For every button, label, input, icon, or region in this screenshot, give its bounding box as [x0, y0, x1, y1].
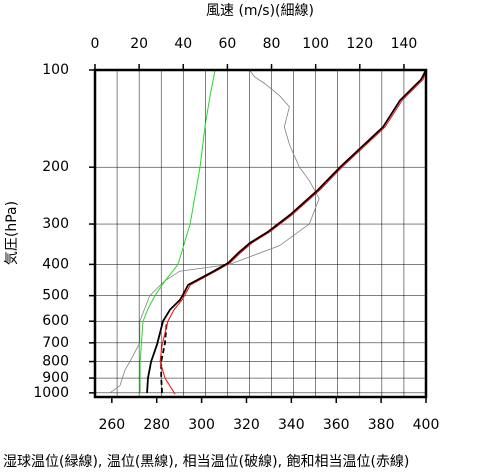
- x2-tick-label: 0: [91, 36, 100, 52]
- y-tick-label: 500: [42, 288, 69, 304]
- x2-tick-label: 40: [174, 36, 192, 52]
- y-tick-label: 600: [42, 313, 69, 329]
- series-line: [109, 70, 320, 394]
- y-tick-label: 200: [42, 159, 69, 175]
- y-tick-label: 1000: [33, 385, 69, 401]
- x2-tick-label: 80: [263, 36, 281, 52]
- x-tick-label: 280: [143, 417, 170, 433]
- x2-tick-label: 20: [130, 36, 148, 52]
- y-axis-label: 気圧(hPa): [4, 201, 20, 265]
- series-line: [139, 70, 216, 393]
- y-tick-label: 800: [42, 354, 69, 370]
- x2-tick-label: 120: [346, 36, 373, 52]
- x2-tick-label: 140: [391, 36, 418, 52]
- x-tick-label: 260: [98, 417, 125, 433]
- series-line: [146, 70, 426, 393]
- y-tick-label: 300: [42, 216, 69, 232]
- plot-frame: [93, 68, 428, 399]
- series-line: [160, 321, 168, 393]
- x-tick-label: 320: [233, 417, 260, 433]
- series-line: [159, 70, 426, 395]
- y-tick-label: 100: [42, 62, 69, 78]
- x2-tick-label: 100: [302, 36, 329, 52]
- x-tick-label: 400: [413, 417, 440, 433]
- y-tick-label: 700: [42, 335, 69, 351]
- x2-tick-label: 60: [218, 36, 236, 52]
- x-tick-label: 340: [278, 417, 305, 433]
- x-tick-label: 300: [188, 417, 215, 433]
- y-tick-label: 900: [42, 370, 69, 386]
- x-tick-label: 360: [323, 417, 350, 433]
- chart-title: 風速 (m/s)(細線): [206, 3, 314, 19]
- y-tick-label: 400: [42, 256, 69, 272]
- caption: 湿球温位(緑線), 温位(黒線), 相当温位(破線), 飽和相当温位(赤線): [3, 453, 409, 470]
- x-tick-label: 380: [368, 417, 395, 433]
